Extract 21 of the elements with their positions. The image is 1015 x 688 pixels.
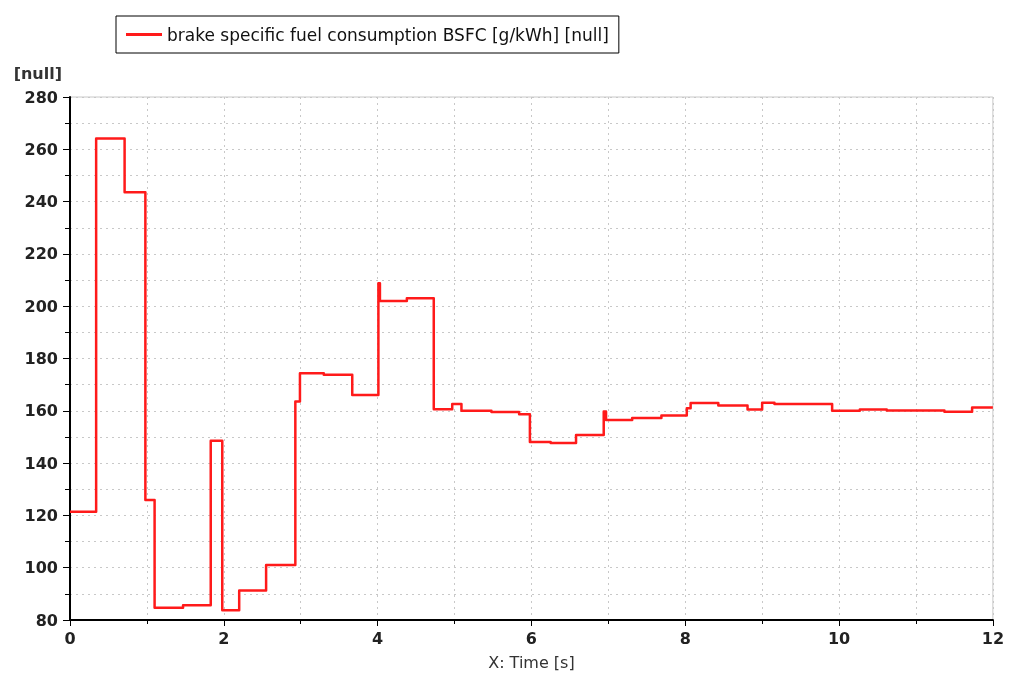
- x-tick-label: 6: [525, 628, 537, 648]
- x-tick-label: 12: [981, 628, 1004, 648]
- y-tick-label: 180: [24, 349, 58, 368]
- x-tick-label: 10: [827, 628, 851, 648]
- y-tick-label: 220: [24, 244, 58, 264]
- x-tick-label: 8: [679, 628, 691, 648]
- y-tick-label: 120: [24, 505, 58, 525]
- y-axis-title: [null]: [13, 63, 62, 83]
- x-axis-title: X: Time [s]: [488, 652, 575, 672]
- x-tick-label: 0: [64, 628, 76, 648]
- y-tick-label: 280: [24, 87, 58, 107]
- y-tick-label: 80: [35, 610, 58, 630]
- x-tick-label: 2: [218, 628, 230, 648]
- x-tick-label: 4: [372, 628, 384, 648]
- y-tick-label: 260: [24, 139, 58, 159]
- y-tick-label: 140: [24, 453, 58, 473]
- y-tick-label: 200: [24, 296, 58, 316]
- legend-label: brake specific fuel consumption BSFC [g/kWh] [null]: [167, 24, 609, 45]
- y-tick-label: 160: [24, 401, 58, 421]
- y-tick-label: 240: [24, 192, 58, 212]
- y-tick-label: 100: [24, 558, 58, 578]
